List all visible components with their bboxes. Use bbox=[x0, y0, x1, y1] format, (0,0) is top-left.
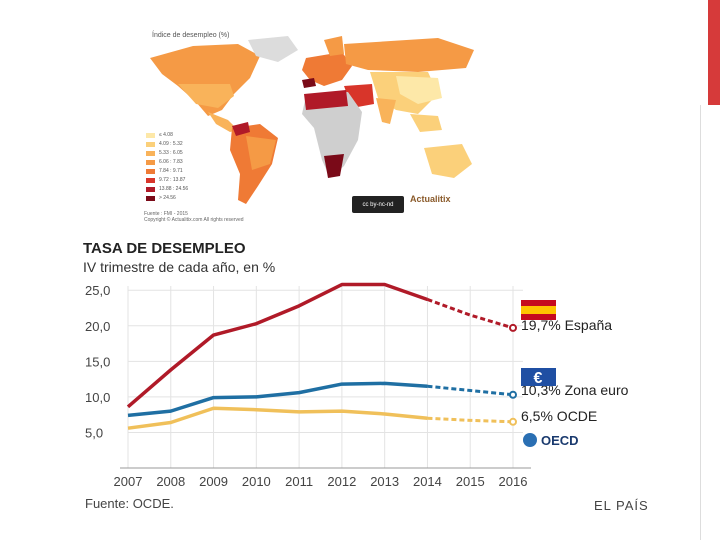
map-legend-swatch bbox=[146, 177, 155, 183]
x-tick-label: 2010 bbox=[242, 474, 271, 489]
series-line-0 bbox=[126, 282, 429, 409]
slide-accent-bar bbox=[708, 0, 720, 105]
series-endpoint-1 bbox=[509, 390, 517, 399]
series-line-2 bbox=[127, 406, 428, 430]
map-north-america bbox=[150, 44, 260, 116]
spain-flag-band bbox=[521, 306, 556, 314]
x-tick-label: 2007 bbox=[114, 474, 143, 489]
map-legend-label: 4.09 : 5.32 bbox=[159, 141, 183, 147]
map-legend-swatch bbox=[146, 168, 155, 174]
map-legend-label: ≤ 4.08 bbox=[159, 132, 173, 138]
map-legend-item: ≤ 4.08 bbox=[146, 132, 173, 138]
map-legend-item: 4.09 : 5.32 bbox=[146, 141, 183, 147]
map-australia bbox=[424, 144, 472, 178]
y-tick-label: 5,0 bbox=[85, 425, 103, 440]
map-title: Índice de desempleo (%) bbox=[152, 32, 230, 39]
slide-edge-line bbox=[700, 105, 701, 540]
euro-badge-icon bbox=[521, 368, 556, 386]
chart-source: Fuente: OCDE. bbox=[85, 496, 174, 511]
series-projection-2 bbox=[427, 416, 514, 424]
map-legend-item: 13.88 : 24.56 bbox=[146, 186, 188, 192]
map-source: Fuente : FMI - 2015 Copyright © Actualit… bbox=[144, 211, 244, 223]
cc-license-badge: cc by-nc-nd bbox=[352, 196, 404, 213]
series-label-0: 19,7% España bbox=[521, 317, 612, 333]
map-europe bbox=[302, 52, 352, 86]
series-endpoint-0 bbox=[509, 323, 517, 332]
map-central-america bbox=[208, 112, 238, 132]
world-map-image bbox=[150, 36, 474, 204]
map-legend-label: 9.72 : 13.87 bbox=[159, 177, 186, 183]
series-endpoint-2 bbox=[509, 417, 517, 426]
map-southern-africa bbox=[324, 154, 344, 178]
map-usa bbox=[178, 84, 234, 108]
euro-symbol: € bbox=[534, 370, 543, 387]
y-tick-label: 15,0 bbox=[85, 354, 110, 369]
x-tick-label: 2016 bbox=[499, 474, 528, 489]
map-legend-item: 6.06 : 7.83 bbox=[146, 159, 183, 165]
map-china bbox=[396, 76, 442, 104]
el-pais-brand: EL PAÍS bbox=[594, 498, 649, 513]
map-africa bbox=[302, 92, 362, 178]
map-india bbox=[376, 98, 396, 124]
map-legend-swatch bbox=[146, 186, 155, 192]
oecd-logo-text: OECD bbox=[541, 433, 579, 448]
map-legend-swatch bbox=[146, 159, 155, 165]
map-russia bbox=[344, 38, 474, 72]
series-label-2: 6,5% OCDE bbox=[521, 408, 597, 424]
x-tick-label: 2013 bbox=[370, 474, 399, 489]
y-tick-label: 10,0 bbox=[85, 390, 110, 405]
x-tick-label: 2014 bbox=[413, 474, 442, 489]
y-tick-label: 20,0 bbox=[85, 319, 110, 334]
oecd-globe-icon bbox=[523, 433, 537, 447]
map-legend-label: > 24.56 bbox=[159, 195, 176, 201]
x-tick-label: 2008 bbox=[156, 474, 185, 489]
map-copyright-line: Copyright © Actualitix.com All rights re… bbox=[144, 217, 244, 223]
map-greenland bbox=[248, 36, 298, 62]
map-spain bbox=[302, 78, 316, 88]
map-scandinavia bbox=[324, 36, 344, 56]
x-tick-label: 2012 bbox=[327, 474, 356, 489]
map-legend-item: 9.72 : 13.87 bbox=[146, 177, 185, 183]
map-legend-label: 5.33 : 6.05 bbox=[159, 150, 183, 156]
map-legend-swatch bbox=[146, 132, 155, 138]
actualitix-logo: Actualitix bbox=[410, 194, 451, 204]
map-legend-swatch bbox=[146, 141, 155, 147]
map-legend-item: 5.33 : 6.05 bbox=[146, 150, 183, 156]
spain-flag-band bbox=[521, 314, 556, 320]
map-legend-swatch bbox=[146, 195, 155, 201]
map-legend-label: 6.06 : 7.83 bbox=[159, 159, 183, 165]
series-projection-0 bbox=[426, 298, 514, 330]
y-tick-label: 25,0 bbox=[85, 283, 110, 298]
series-line-1 bbox=[127, 381, 428, 418]
world-map-panel: Índice de desempleo (%) ≤ 4.08 4.09 : 5.3… bbox=[138, 28, 484, 230]
x-tick-label: 2011 bbox=[285, 474, 313, 489]
map-brazil bbox=[246, 136, 276, 170]
spain-flag-icon bbox=[521, 300, 556, 306]
map-source-line: Fuente : FMI - 2015 bbox=[144, 211, 188, 217]
x-tick-label: 2015 bbox=[456, 474, 485, 489]
map-north-africa bbox=[304, 90, 348, 110]
map-venezuela bbox=[232, 122, 250, 136]
map-legend-label: 13.88 : 24.56 bbox=[159, 186, 189, 192]
x-tick-label: 2009 bbox=[199, 474, 228, 489]
series-projection-1 bbox=[427, 384, 514, 397]
map-legend-label: 7.84 : 9.71 bbox=[159, 168, 183, 174]
map-legend-item: 7.84 : 9.71 bbox=[146, 168, 183, 174]
map-legend-swatch bbox=[146, 150, 155, 156]
chart-title: TASA DE DESEMPLEO bbox=[83, 240, 246, 257]
map-legend-item: > 24.56 bbox=[146, 195, 176, 201]
chart-subtitle: IV trimestre de cada año, en % bbox=[83, 259, 276, 275]
map-se-asia bbox=[410, 114, 442, 132]
